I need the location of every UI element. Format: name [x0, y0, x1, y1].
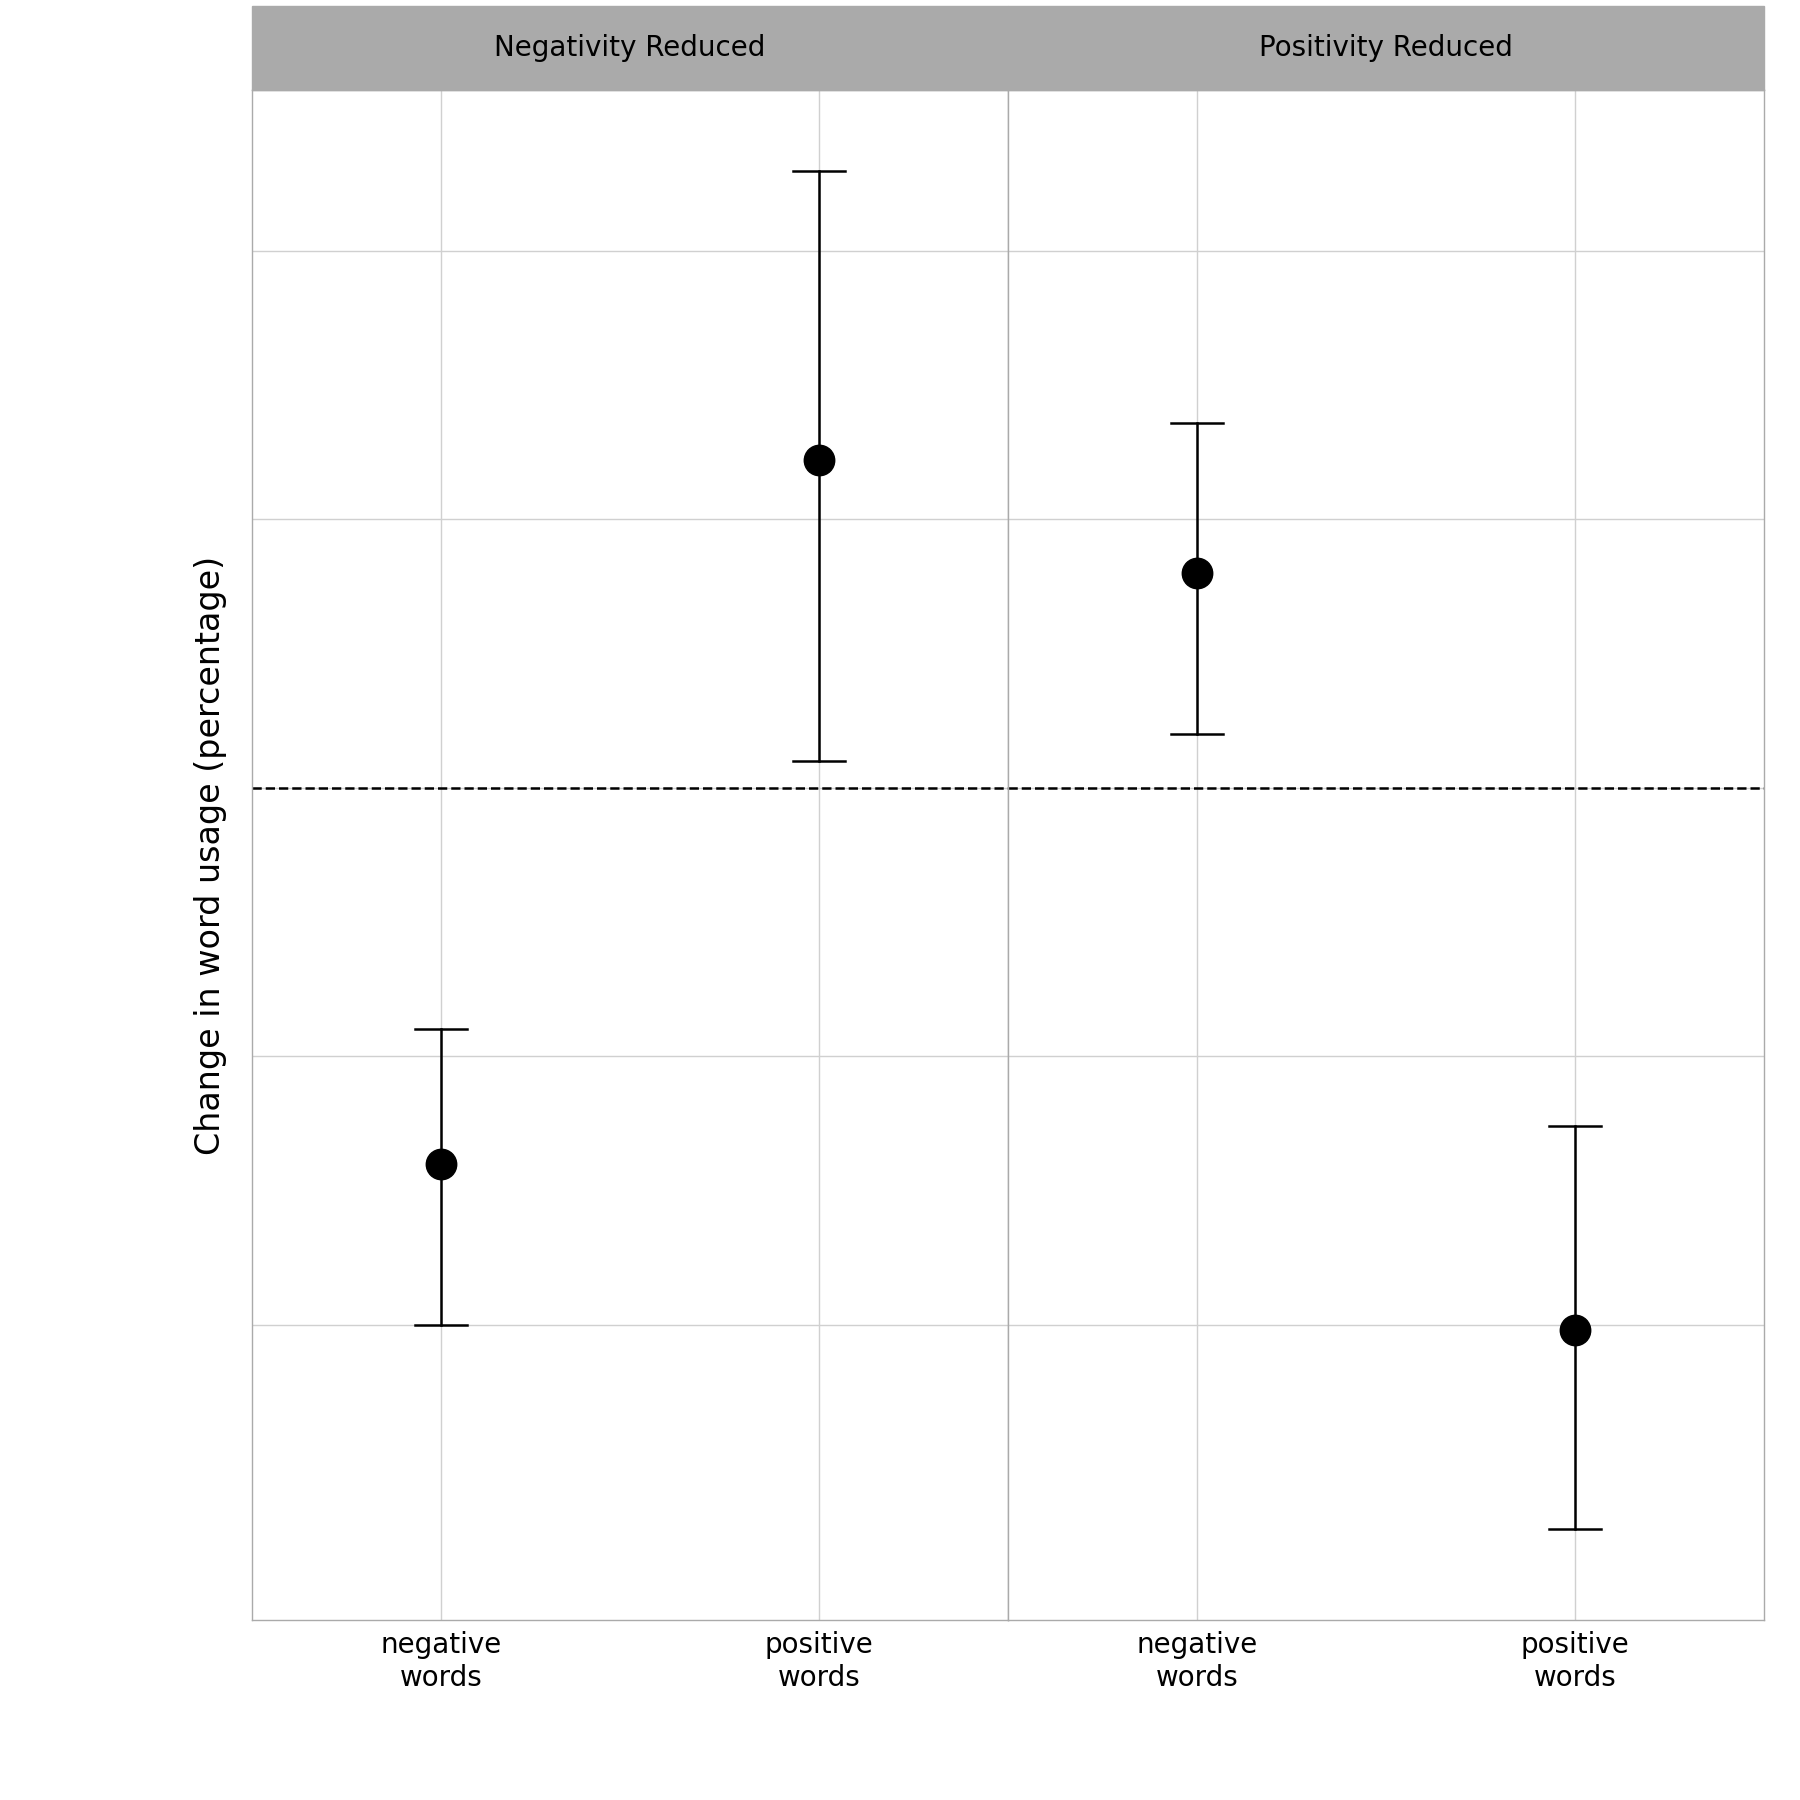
Point	[1183, 558, 1211, 587]
Text: Positivity Reduced: Positivity Reduced	[1258, 34, 1514, 61]
Point	[427, 1148, 455, 1177]
Y-axis label: Change in word usage (percentage): Change in word usage (percentage)	[194, 556, 227, 1154]
Point	[805, 446, 833, 475]
FancyBboxPatch shape	[1008, 5, 1764, 90]
Point	[1561, 1316, 1589, 1345]
FancyBboxPatch shape	[252, 5, 1008, 90]
Text: Negativity Reduced: Negativity Reduced	[495, 34, 765, 61]
